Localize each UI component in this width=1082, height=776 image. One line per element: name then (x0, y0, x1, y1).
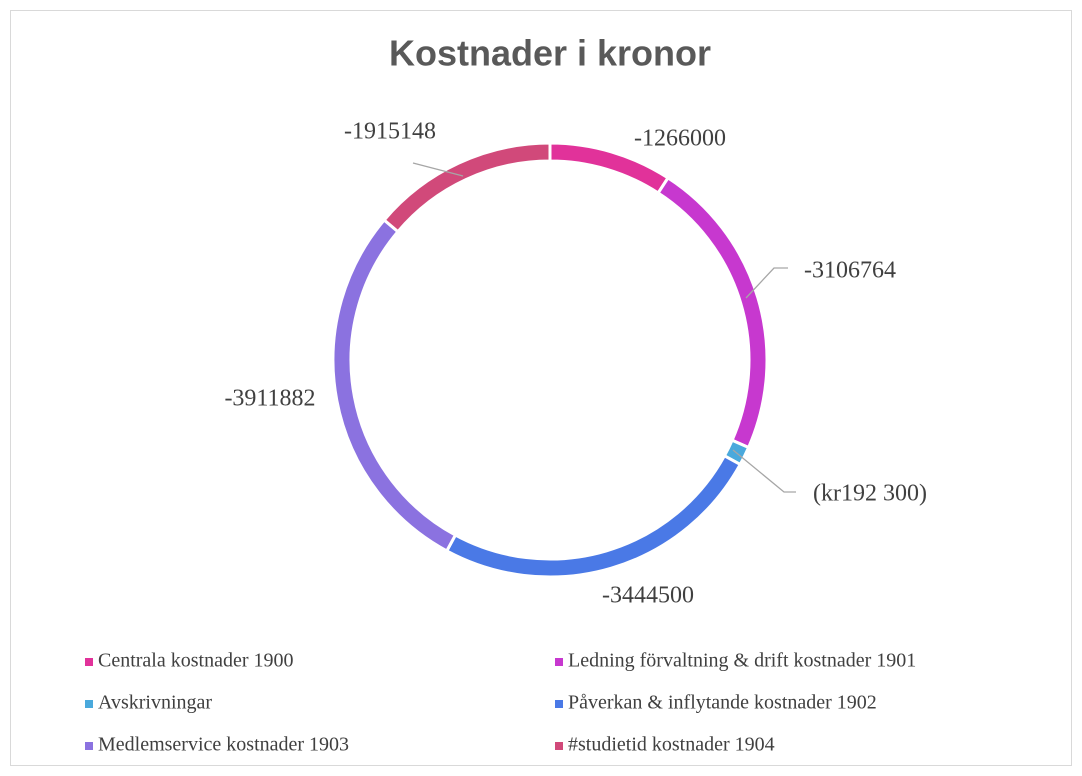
legend-label: Centrala kostnader 1900 (98, 650, 294, 672)
legend-swatch (85, 700, 93, 708)
donut-segment (382, 141, 552, 234)
leader-line (412, 162, 464, 177)
data-label: -1915148 (344, 119, 436, 145)
legend-label: Påverkan & inflytande kostnader 1902 (568, 692, 877, 714)
legend-label: Ledning förvaltning & drift kostnader 19… (568, 650, 916, 672)
legend-swatch (555, 700, 563, 708)
chart-border (10, 10, 1072, 766)
legend-label: Medlemservice kostnader 1903 (98, 734, 349, 756)
data-label: -3911882 (224, 386, 315, 412)
data-label: (kr192 300) (813, 481, 927, 507)
legend-label: Avskrivningar (98, 692, 212, 714)
legend-swatch (85, 658, 93, 666)
data-label: -3106764 (804, 258, 896, 284)
leader-line (732, 449, 796, 493)
leader-line (745, 267, 788, 299)
legend-label: #studietid kostnader 1904 (568, 734, 775, 756)
legend-swatch (85, 742, 93, 750)
legend-swatch (555, 658, 563, 666)
data-label: -1266000 (634, 126, 726, 152)
chart-title: Kostnader i kronor (389, 33, 711, 74)
data-label: -3444500 (602, 583, 694, 609)
legend-swatch (555, 742, 563, 750)
